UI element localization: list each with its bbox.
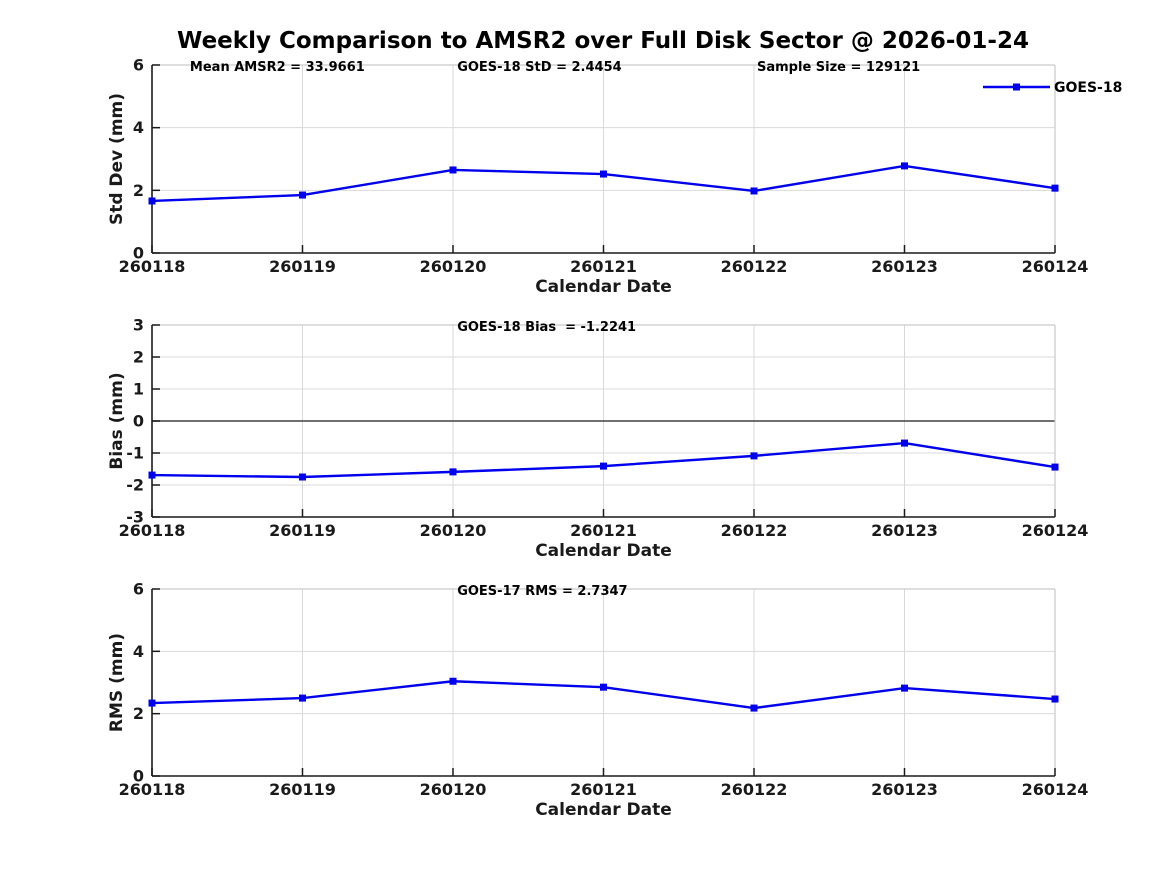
- data-point-marker: [449, 677, 457, 685]
- y-tick-label: 6: [133, 580, 144, 599]
- subplot-std-dev: 260118 260119 260120 260121 260122 260123 2601…: [107, 56, 1122, 298]
- x-axis-label: Calendar Date: [535, 541, 672, 561]
- x-tick-label: 260124: [1022, 780, 1089, 799]
- legend: GOES-18: [983, 80, 1122, 96]
- y-tick-label: 4: [133, 118, 144, 137]
- x-tick-label: 260120: [420, 257, 487, 276]
- stat-annotation: GOES-17 RMS = 2.7347: [457, 584, 627, 599]
- x-tick-label: 260119: [269, 780, 336, 799]
- data-point-marker: [1051, 184, 1059, 192]
- x-tick-label: 260119: [269, 257, 336, 276]
- data-point-marker: [148, 699, 156, 707]
- x-tick-label: 260120: [420, 521, 487, 540]
- y-tick-label: 2: [133, 181, 144, 200]
- x-tick-label: 260124: [1022, 521, 1089, 540]
- data-point-marker: [901, 684, 908, 692]
- data-point-marker: [600, 170, 607, 178]
- data-point-marker: [299, 191, 306, 199]
- y-tick-label: 2: [133, 348, 144, 367]
- data-point-marker: [750, 704, 758, 712]
- data-point-marker: [299, 473, 306, 481]
- stat-annotation: GOES-18 StD = 2.4454: [457, 60, 621, 75]
- figure-title: Weekly Comparison to AMSR2 over Full Dis…: [177, 28, 1029, 54]
- x-tick-label: 260122: [721, 780, 788, 799]
- subplot-bias: 260118 260119 260120 260121 260122 260123 2601…: [107, 316, 1088, 562]
- x-tick-label: 260121: [570, 780, 637, 799]
- data-point-marker: [600, 683, 607, 691]
- subplot-rms: 260118 260119 260120 260121 260122 260123 2601…: [107, 580, 1088, 821]
- x-axis-label: Calendar Date: [535, 800, 672, 820]
- data-point-marker: [600, 462, 607, 470]
- legend-label: GOES-18: [1054, 80, 1122, 96]
- data-point-marker: [1051, 463, 1059, 471]
- x-tick-label: 260118: [119, 780, 186, 799]
- data-point-marker: [901, 439, 908, 447]
- y-axis-label: Bias (mm): [107, 372, 127, 469]
- gridlines: [151, 64, 1056, 254]
- y-tick-label: -3: [126, 508, 144, 527]
- y-tick-label: 2: [133, 704, 144, 723]
- data-point-marker: [750, 187, 758, 195]
- y-tick-label: 3: [133, 316, 144, 335]
- x-tick-label: 260123: [871, 257, 938, 276]
- data-point-marker: [148, 471, 156, 479]
- x-tick-label: 260122: [721, 521, 788, 540]
- x-tick-label: 260124: [1022, 257, 1089, 276]
- data-point-marker: [148, 197, 156, 205]
- x-tick-label: 260120: [420, 780, 487, 799]
- stat-annotation: Mean AMSR2 = 33.9661: [190, 60, 365, 75]
- data-point-marker: [449, 166, 457, 174]
- x-tick-label: 260118: [119, 257, 186, 276]
- y-axis-label: Std Dev (mm): [107, 93, 127, 225]
- y-tick-label: 0: [133, 412, 144, 431]
- legend-marker-sample: [1013, 83, 1020, 91]
- data-point-marker: [1051, 695, 1059, 703]
- x-tick-label: 260123: [871, 521, 938, 540]
- y-tick-label: 4: [133, 642, 144, 661]
- y-tick-label: 0: [133, 244, 144, 263]
- gridlines: [151, 588, 1056, 777]
- x-axis-label: Calendar Date: [535, 277, 672, 297]
- y-tick-label: -1: [126, 444, 144, 463]
- data-point-marker: [901, 162, 908, 170]
- x-tick-label: 260123: [871, 780, 938, 799]
- y-tick-label: -2: [126, 476, 144, 495]
- stat-annotation: GOES-18 Bias = -1.2241: [457, 320, 636, 335]
- x-tick-label: 260121: [570, 521, 637, 540]
- y-axis-label: RMS (mm): [107, 633, 127, 732]
- y-tick-label: 0: [133, 767, 144, 786]
- x-tick-label: 260122: [721, 257, 788, 276]
- stat-annotation: Sample Size = 129121: [757, 60, 920, 75]
- data-point-marker: [299, 694, 306, 702]
- x-tick-label: 260119: [269, 521, 336, 540]
- x-tick-label: 260118: [119, 521, 186, 540]
- x-tick-label: 260121: [570, 257, 637, 276]
- y-tick-label: 1: [133, 380, 144, 399]
- data-point-marker: [750, 452, 758, 460]
- y-tick-label: 6: [133, 56, 144, 75]
- data-point-marker: [449, 468, 457, 476]
